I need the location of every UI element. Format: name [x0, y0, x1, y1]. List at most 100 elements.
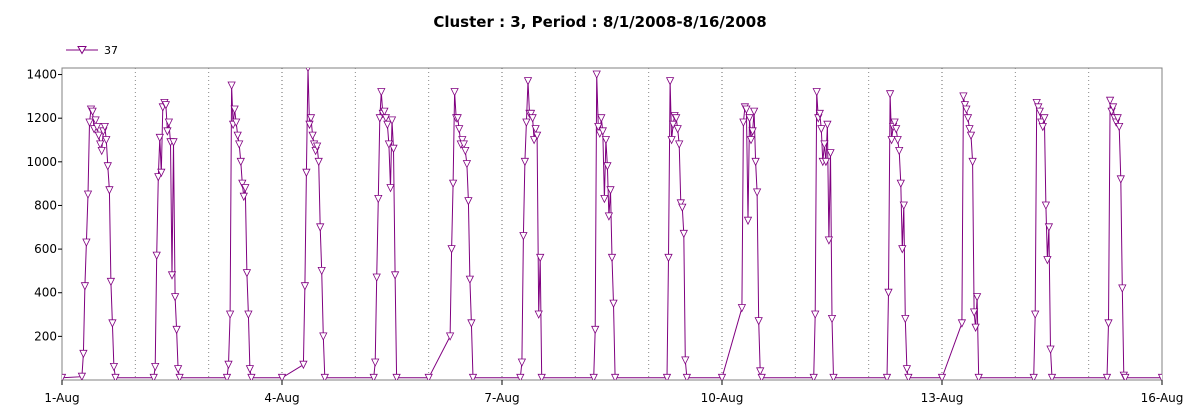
data-point [1032, 99, 1041, 108]
x-tick-label: 10-Aug [701, 391, 744, 405]
data-point [821, 157, 831, 167]
data-point [899, 201, 908, 210]
plot-area [61, 67, 1163, 381]
data-point [299, 360, 308, 370]
data-point [678, 203, 687, 212]
data-point [375, 114, 384, 123]
data-point [392, 373, 401, 380]
y-tick-label: 1400 [26, 68, 57, 82]
data-point [607, 253, 617, 263]
data-point [102, 136, 111, 145]
data-point [320, 373, 329, 380]
data-point [302, 168, 311, 178]
data-point [317, 267, 326, 276]
data-point [739, 118, 748, 127]
data-point [384, 140, 394, 149]
data-point [82, 238, 91, 247]
data-point [227, 81, 236, 90]
data-point [447, 245, 456, 254]
data-point [1116, 175, 1125, 184]
data-point [233, 131, 242, 140]
data-point [300, 282, 310, 291]
data-point [244, 310, 253, 319]
data-point [526, 109, 536, 119]
data-point [462, 160, 472, 169]
data-point [887, 136, 896, 145]
data-point [601, 136, 611, 145]
data-point [154, 173, 163, 182]
data-point [591, 325, 600, 335]
data-point [962, 105, 971, 114]
legend-marker [77, 46, 87, 55]
data-point [665, 77, 675, 86]
data-point [390, 271, 400, 280]
data-point [965, 125, 974, 134]
data-point [157, 168, 166, 178]
data-point [520, 157, 530, 167]
data-point [105, 186, 114, 195]
data-point [1034, 103, 1043, 112]
data-point [1105, 96, 1115, 106]
data-point [1041, 201, 1051, 210]
data-point [77, 372, 87, 380]
data-point [529, 136, 539, 145]
legend-series-name: 37 [104, 44, 118, 57]
grid-lines [134, 68, 1090, 380]
data-point [959, 92, 968, 101]
data-point [80, 282, 90, 291]
data-point [224, 360, 233, 370]
data-point [1037, 118, 1046, 127]
data-point [459, 140, 468, 149]
data-point [83, 190, 93, 199]
data-point [96, 140, 105, 149]
data-point [247, 373, 256, 380]
data-point [600, 195, 609, 204]
data-point [522, 118, 531, 127]
data-point [597, 114, 606, 123]
data-point [377, 88, 386, 97]
data-point [589, 373, 598, 380]
data-point [92, 123, 102, 132]
data-point [675, 140, 684, 149]
data-point [892, 125, 901, 134]
data-point [673, 125, 682, 134]
data-point [746, 136, 756, 145]
data-point [749, 107, 759, 116]
x-tick-label: 7-Aug [484, 391, 519, 405]
data-point [235, 140, 244, 149]
data-point [972, 293, 982, 302]
data-point [902, 365, 912, 374]
data-point [610, 373, 620, 380]
data-point [1102, 373, 1112, 380]
data-point [85, 118, 94, 127]
data-point [277, 373, 287, 380]
data-point [594, 123, 603, 132]
data-point [1113, 114, 1122, 123]
data-point [757, 373, 766, 380]
chart-legend: 37 [66, 44, 118, 57]
data-point [312, 142, 322, 151]
data-point [387, 116, 397, 125]
data-point [316, 223, 325, 232]
data-point [536, 253, 545, 263]
data-point [968, 157, 977, 167]
data-point [369, 373, 378, 380]
x-tick-label: 13-Aug [921, 391, 964, 405]
data-point [94, 131, 103, 140]
data-point [1108, 103, 1118, 112]
x-tick-label: 1-Aug [44, 391, 79, 405]
data-point [901, 315, 910, 324]
data-point [163, 127, 172, 136]
data-point [823, 120, 832, 130]
data-point [319, 332, 328, 341]
y-tick-label: 800 [34, 198, 57, 212]
data-point [100, 123, 109, 132]
data-point [151, 363, 160, 372]
data-point [111, 373, 120, 380]
y-tick-label: 1200 [26, 111, 57, 125]
data-point [681, 356, 690, 365]
data-point [1115, 123, 1124, 132]
data-point [308, 131, 317, 140]
data-point [815, 109, 824, 119]
data-point [386, 184, 395, 193]
